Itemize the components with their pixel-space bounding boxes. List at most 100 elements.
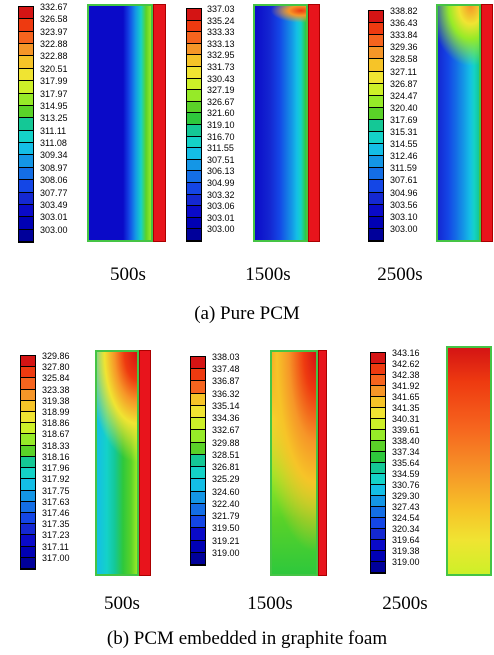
legend-value: 319.50 xyxy=(212,523,240,534)
legend-value: 303.56 xyxy=(390,199,418,210)
legend-value: 337.03 xyxy=(207,4,235,14)
legend-value: 323.38 xyxy=(42,384,70,395)
legend-value: 317.00 xyxy=(42,552,70,563)
colorbar-swatch xyxy=(21,557,35,569)
colorbar-swatch xyxy=(371,562,385,573)
legend-value: 336.87 xyxy=(212,376,240,387)
colorbar-swatch xyxy=(19,81,33,94)
colorbar-swatch xyxy=(19,118,33,131)
colorbar-swatch xyxy=(191,467,205,480)
colorbar-swatch xyxy=(19,56,33,69)
colorbar-swatch xyxy=(371,375,385,386)
colorbar-swatch xyxy=(21,535,35,547)
colorbar-swatch xyxy=(19,167,33,181)
legend-value: 320.34 xyxy=(392,524,420,534)
time-label: 1500s xyxy=(247,593,293,614)
colorbar-swatch xyxy=(21,356,35,368)
colorbar-swatch xyxy=(369,59,383,72)
legend-value: 303.00 xyxy=(207,224,235,235)
time-label: 2500s xyxy=(377,264,423,285)
legend-value: 303.10 xyxy=(390,211,418,222)
legend-value: 341.35 xyxy=(392,403,420,413)
colorbar-swatch xyxy=(19,204,33,218)
colorbar-swatch xyxy=(19,143,33,156)
legend-value: 341.65 xyxy=(392,392,420,402)
colorbar-swatch xyxy=(19,105,33,119)
temperature-field xyxy=(253,4,308,242)
colorbar-swatch xyxy=(21,468,35,480)
colorbar-swatch xyxy=(369,11,383,24)
legend-value: 308.06 xyxy=(40,175,68,186)
colorbar-swatch xyxy=(19,19,33,32)
colorbar-swatch xyxy=(187,206,201,218)
colorbar-swatch xyxy=(187,90,201,102)
legend-value: 317.35 xyxy=(42,519,70,530)
legend-value: 316.70 xyxy=(207,131,235,142)
colorbar-swatch xyxy=(191,491,205,504)
colorbar-swatch xyxy=(191,405,205,419)
time-label: 2500s xyxy=(382,593,428,614)
colorbar-swatch xyxy=(187,55,201,67)
legend-value: 303.01 xyxy=(207,212,235,223)
colorbar xyxy=(190,356,206,566)
legend-value: 328.58 xyxy=(390,54,418,65)
colorbar-swatch xyxy=(369,107,383,120)
colorbar-swatch xyxy=(371,441,385,452)
colorbar xyxy=(186,8,202,242)
legend-value: 320.51 xyxy=(40,63,68,74)
colorbar-swatch xyxy=(191,357,205,370)
legend-value: 317.63 xyxy=(42,496,70,507)
legend-value: 319.38 xyxy=(392,546,420,556)
legend-value: 321.60 xyxy=(207,108,235,119)
legend-value: 319.00 xyxy=(392,557,420,567)
legend-value: 337.34 xyxy=(392,447,420,457)
colorbar-swatch xyxy=(19,93,33,106)
legend-value: 322.88 xyxy=(40,39,68,50)
legend-value: 335.14 xyxy=(212,400,240,411)
legend-value: 324.60 xyxy=(212,486,240,497)
legend-value: 330.43 xyxy=(207,73,235,84)
colorbar-swatch xyxy=(19,155,33,168)
colorbar-swatch xyxy=(191,540,205,553)
legend-value: 337.48 xyxy=(212,364,240,375)
colorbar-swatch xyxy=(187,43,201,56)
colorbar-swatch xyxy=(369,168,383,181)
colorbar-swatch xyxy=(369,35,383,48)
legend-value: 342.62 xyxy=(392,359,420,369)
colorbar-swatch xyxy=(371,529,385,540)
colorbar-swatch xyxy=(187,183,201,195)
legend-value: 315.31 xyxy=(390,127,418,138)
colorbar-swatch xyxy=(191,442,205,455)
legend-value: 317.99 xyxy=(40,76,68,87)
colorbar-swatch xyxy=(191,369,205,382)
legend-value: 307.51 xyxy=(207,154,235,165)
colorbar-swatch xyxy=(187,148,201,160)
legend-value: 319.10 xyxy=(207,120,235,130)
colorbar-swatch xyxy=(369,95,383,108)
legend-value: 303.00 xyxy=(390,223,418,234)
legend-value: 322.88 xyxy=(40,51,68,62)
legend-value: 317.11 xyxy=(42,541,69,552)
legend-value: 340.31 xyxy=(392,414,420,424)
legend-value: 338.82 xyxy=(390,6,418,16)
legend-value: 338.40 xyxy=(392,436,420,446)
legend-value: 304.99 xyxy=(207,178,235,188)
legend-value: 328.51 xyxy=(212,449,240,460)
colorbar-swatch xyxy=(19,44,33,57)
legend-value: 326.81 xyxy=(212,462,240,473)
colorbar-swatch xyxy=(19,180,33,193)
heater-strip xyxy=(153,4,166,242)
colorbar-swatch xyxy=(371,518,385,529)
legend-value: 304.96 xyxy=(390,187,418,198)
legend-value: 309.34 xyxy=(40,150,68,161)
legend-value: 320.40 xyxy=(390,102,418,113)
legend-value: 325.29 xyxy=(212,474,240,485)
legend-value: 317.97 xyxy=(40,88,68,99)
colorbar-swatch xyxy=(21,389,35,401)
legend-value: 317.23 xyxy=(42,530,70,541)
legend-value: 319.38 xyxy=(42,395,70,406)
legend-value: 332.95 xyxy=(207,50,235,61)
legend-value: 326.58 xyxy=(40,14,68,25)
legend-value: 327.80 xyxy=(42,362,70,373)
legend-value: 308.97 xyxy=(40,162,68,173)
